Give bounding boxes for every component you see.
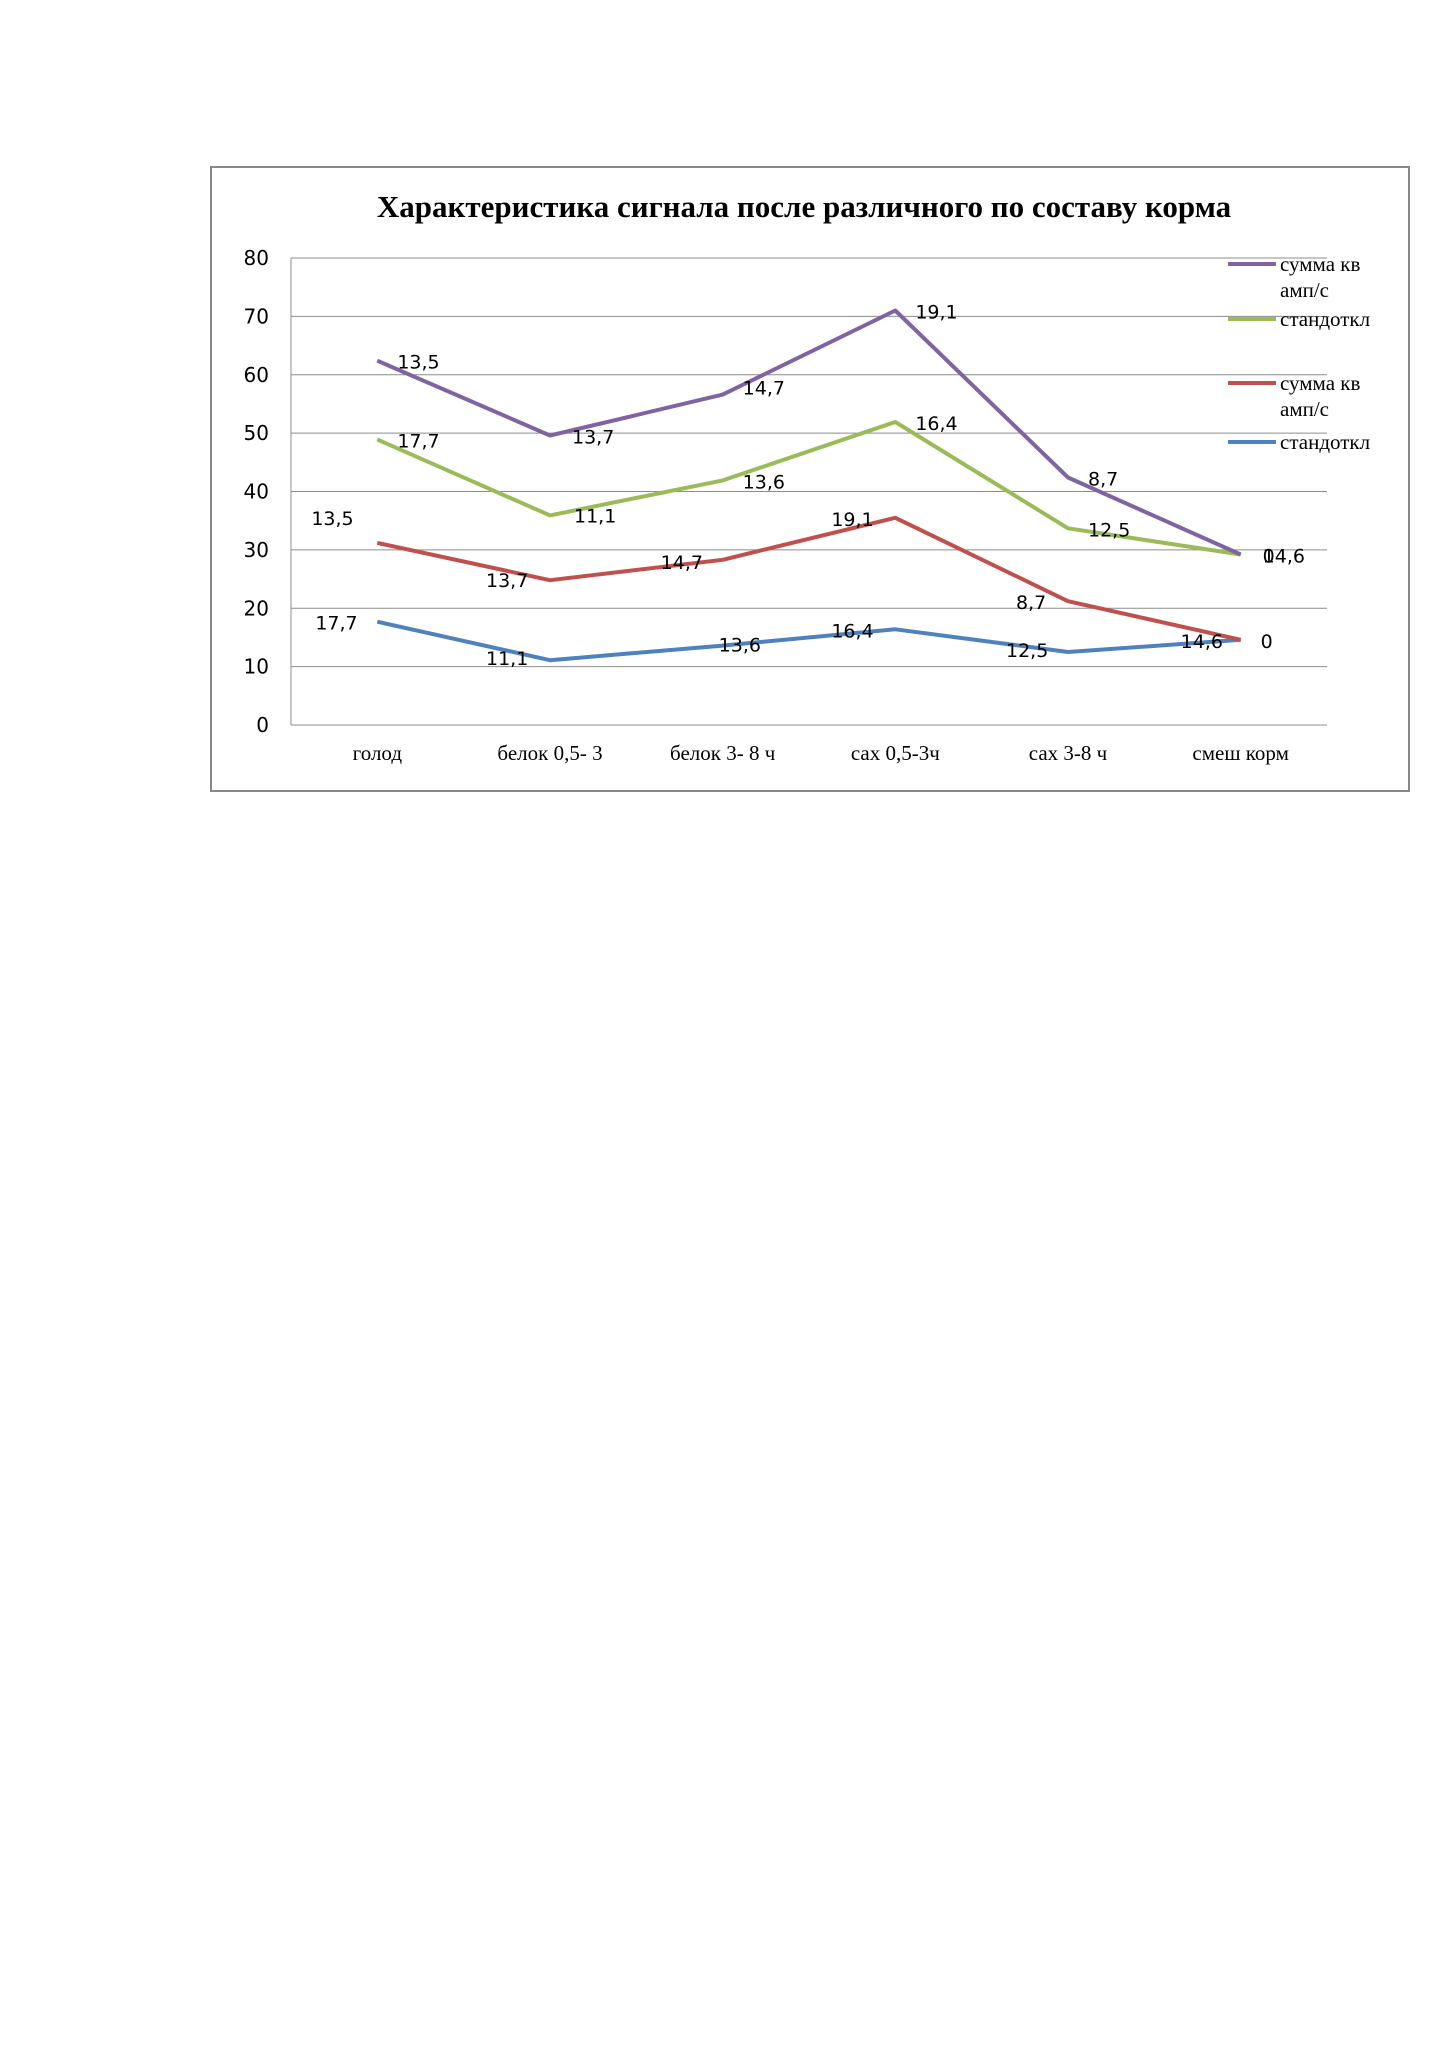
data-label-s3-2: 14,7 bbox=[743, 378, 785, 400]
legend-label-2-line2: амп/с bbox=[1280, 397, 1329, 421]
data-label-s3-0: 13,5 bbox=[397, 352, 439, 374]
data-label-s2-4: 12,5 bbox=[1088, 519, 1130, 541]
data-label-s0-1: 11,1 bbox=[486, 648, 528, 670]
data-label-s2-0: 17,7 bbox=[397, 431, 439, 453]
chart-svg: Характеристика сигнала после различного … bbox=[244, 189, 1371, 765]
y-tick-label-8: 80 bbox=[244, 246, 269, 270]
series-line-3 bbox=[376, 308, 1242, 557]
series-line-1 bbox=[376, 515, 1242, 642]
chart-title: Характеристика сигнала после различного … bbox=[377, 189, 1232, 224]
data-label-s2-5: 14,6 bbox=[1263, 546, 1305, 568]
data-label-s3-4: 8,7 bbox=[1088, 468, 1118, 490]
data-label-s0-0: 17,7 bbox=[315, 613, 357, 635]
series-line-2 bbox=[376, 420, 1241, 557]
data-label-s3-3: 19,1 bbox=[915, 302, 957, 324]
data-label-s2-3: 16,4 bbox=[915, 413, 957, 435]
x-tick-label-4: сах 3-8 ч bbox=[1029, 741, 1108, 765]
data-label-s0-5: 14,6 bbox=[1181, 631, 1223, 653]
data-label-s0-2: 13,6 bbox=[719, 635, 761, 657]
data-label-s1-2: 14,7 bbox=[661, 552, 703, 574]
data-label-s3-5: 0 bbox=[1263, 546, 1275, 568]
data-label-s0-3: 16,4 bbox=[831, 620, 873, 642]
y-tick-label-1: 10 bbox=[244, 655, 269, 679]
data-label-s3-1: 13,7 bbox=[572, 426, 614, 448]
y-tick-label-3: 30 bbox=[244, 538, 269, 562]
series-layer bbox=[376, 308, 1242, 663]
y-tick-label-6: 60 bbox=[244, 363, 269, 387]
grid-layer: 0 10 20 30 40 50 60 70 80 голод белок 0,5- 3 белок … bbox=[244, 246, 1327, 765]
data-label-s2-2: 13,6 bbox=[743, 471, 785, 493]
x-tick-label-2: белок 3- 8 ч bbox=[670, 741, 776, 765]
y-tick-label-0: 0 bbox=[256, 713, 269, 737]
data-label-s1-5: 0 bbox=[1261, 631, 1273, 653]
legend-label-3: стандоткл bbox=[1280, 430, 1370, 454]
y-tick-label-2: 20 bbox=[244, 596, 269, 620]
x-tick-label-5: смеш корм bbox=[1192, 741, 1288, 765]
legend-label-2: сумма кв bbox=[1280, 371, 1360, 395]
data-label-s1-1: 13,7 bbox=[486, 570, 528, 592]
chart-frame: Характеристика сигнала после различного … bbox=[210, 166, 1410, 792]
series-line-0 bbox=[376, 619, 1241, 663]
data-label-s1-3: 19,1 bbox=[831, 509, 873, 531]
data-label-s2-1: 11,1 bbox=[574, 505, 616, 527]
y-tick-label-7: 70 bbox=[244, 304, 269, 328]
legend-label-0-line2: амп/с bbox=[1280, 278, 1329, 302]
x-tick-label-3: сах 0,5-3ч bbox=[851, 741, 940, 765]
legend-label-0: сумма кв bbox=[1280, 252, 1360, 276]
y-tick-label-5: 50 bbox=[244, 421, 269, 445]
data-label-layer: 17,7 11,1 13,6 16,4 12,5 14,6 13,5 13,7 14,7 19,1… bbox=[311, 302, 1305, 671]
data-label-s1-4: 8,7 bbox=[1016, 592, 1046, 614]
x-tick-label-1: белок 0,5- 3 bbox=[497, 741, 602, 765]
x-tick-label-0: голод bbox=[353, 741, 403, 765]
data-label-s1-0: 13,5 bbox=[311, 508, 353, 530]
legend-label-1: стандоткл bbox=[1280, 307, 1370, 331]
data-label-s0-4: 12,5 bbox=[1006, 640, 1048, 662]
y-tick-label-4: 40 bbox=[244, 480, 269, 504]
